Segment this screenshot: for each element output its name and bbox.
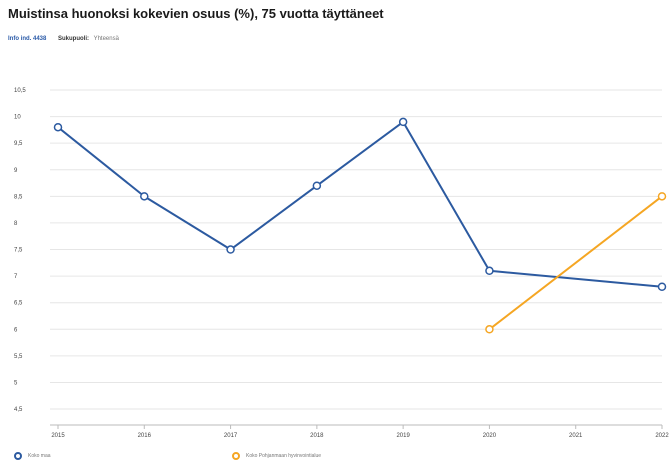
- data-point[interactable]: [140, 192, 149, 201]
- data-point[interactable]: [312, 181, 322, 190]
- series-line-1: [57, 120, 663, 288]
- y-tick-label: 6,5: [14, 301, 23, 307]
- y-tick-label: 6: [14, 327, 18, 333]
- x-tick-label: 2015: [51, 433, 65, 439]
- y-tick-label: 7: [14, 274, 18, 280]
- x-tick-label: 2019: [396, 433, 410, 439]
- x-tick-label: 2017: [224, 433, 238, 439]
- y-tick-label: 10: [14, 115, 21, 121]
- data-point[interactable]: [398, 117, 408, 127]
- x-tick-label: 2020: [483, 433, 497, 439]
- y-tick-label: 5: [14, 380, 18, 386]
- data-point[interactable]: [485, 325, 494, 334]
- legend-item-series-2[interactable]: Koko Pohjanmaan hyvinvointialue: [232, 452, 321, 460]
- legend-label: Koko maa: [28, 453, 51, 459]
- info-link[interactable]: Info ind. 4438: [8, 36, 47, 42]
- sex-filter-value[interactable]: Yhteensä: [93, 36, 119, 42]
- chart-meta: Info ind. 4438 Sukupuoli: Yhteensä: [8, 36, 119, 42]
- y-tick-label: 9: [14, 168, 18, 174]
- data-point[interactable]: [485, 266, 494, 276]
- y-tick-label: 9,5: [14, 141, 23, 147]
- chart-legend: Koko maa Koko Pohjanmaan hyvinvointialue: [0, 452, 670, 466]
- y-tick-label: 4,5: [14, 407, 23, 413]
- data-point[interactable]: [657, 282, 667, 291]
- series-line-2: [488, 195, 663, 331]
- legend-marker-icon: [232, 452, 240, 460]
- x-tick-label: 2018: [310, 433, 324, 439]
- y-tick-label: 8,5: [14, 194, 23, 200]
- y-axis-ticks: 10,5 10 9,5 9 8,5 8 7,5 7 6,5 6 5,5 5 4,5: [14, 88, 26, 413]
- legend-label: Koko Pohjanmaan hyvinvointialue: [246, 453, 322, 459]
- data-point[interactable]: [53, 122, 63, 132]
- chart-title: Muistinsa huonoksi kokevien osuus (%), 7…: [8, 6, 384, 21]
- x-tick-label: 2016: [138, 433, 152, 439]
- series-lines: [53, 117, 667, 334]
- y-tick-label: 10,5: [14, 88, 26, 94]
- x-tick-label: 2022: [655, 433, 669, 439]
- legend-marker-icon: [14, 452, 22, 460]
- x-axis-ticks: 2015 2016 2017 2018 2019 2020 2021 2022: [51, 425, 669, 439]
- grid-lines: [50, 89, 662, 426]
- sex-filter-label: Sukupuoli:: [58, 36, 90, 42]
- legend-item-series-1[interactable]: Koko maa: [14, 452, 51, 460]
- y-tick-label: 8: [14, 221, 18, 227]
- data-point[interactable]: [226, 245, 235, 254]
- y-tick-label: 5,5: [14, 354, 23, 360]
- y-tick-label: 7,5: [14, 248, 23, 254]
- data-point[interactable]: [657, 192, 667, 201]
- x-tick-label: 2021: [569, 433, 583, 439]
